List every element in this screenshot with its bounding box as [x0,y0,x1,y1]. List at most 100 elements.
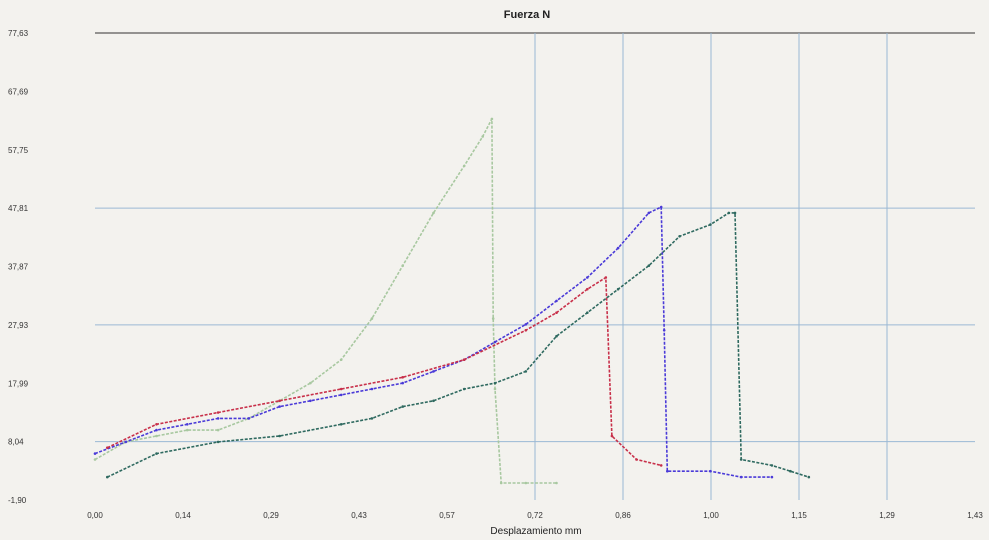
data-point [93,458,97,461]
data-point [432,370,435,373]
data-point [339,423,343,426]
data-point [309,381,312,385]
y-tick-label: 67,69 [8,87,29,96]
series-line-1 [94,118,557,484]
data-point [770,464,774,467]
data-point [524,370,528,373]
data-point [370,387,374,391]
y-tick-label: 17,99 [8,379,29,388]
data-point [186,428,189,432]
data-point [401,381,405,385]
y-tick-label: 37,87 [8,263,29,272]
data-point [186,423,189,426]
data-point [493,381,497,385]
data-point [339,387,343,391]
data-point [727,211,731,215]
data-point [462,358,466,362]
data-point [616,246,620,250]
data-point [789,469,792,473]
x-tick-label: 1,15 [791,511,807,520]
data-point [106,446,109,450]
x-tick-label: 0,43 [351,511,367,520]
x-tick-label: 0,14 [175,511,191,520]
data-point [739,458,743,461]
data-point [555,481,558,485]
data-point [216,428,220,432]
data-point [709,223,712,226]
data-point [93,452,97,455]
data-point [709,469,712,473]
data-point [401,376,405,379]
series-layer [93,117,811,485]
data-point [216,417,220,420]
x-tick-label: 0,57 [439,511,455,520]
data-point [586,287,589,291]
x-tick-label: 1,29 [879,511,895,520]
x-tick-label: 1,43 [967,511,983,520]
data-point [216,411,220,414]
x-tick-label: 0,86 [615,511,631,520]
data-point [586,276,589,279]
data-point [499,481,503,485]
data-point [493,387,497,391]
data-point [278,405,281,408]
data-point [659,205,663,209]
data-point [647,211,651,215]
data-point [247,417,251,420]
data-point [278,399,281,403]
data-point [555,334,558,338]
data-point [524,329,528,332]
data-point [555,311,558,315]
x-axis: 0,00 0,14 0,29 0,43 0,57 0,72 0,86 1,00 1,15 1,29… [87,511,983,520]
data-point [659,464,663,467]
data-point [616,287,620,291]
series-line-4 [106,212,810,478]
data-point [216,440,220,444]
data-point [604,276,608,279]
data-point [155,423,158,426]
x-axis-label: Desplazamiento mm [490,526,581,537]
data-point [678,235,681,238]
data-point [462,164,466,168]
data-point [155,452,158,455]
data-point [770,475,774,479]
data-point [106,475,109,479]
x-tick-label: 1,00 [703,511,719,520]
y-tick-label: 8,04 [8,438,24,447]
data-point [401,405,405,408]
y-tick-label: 57,75 [8,146,29,155]
y-tick-label: 27,93 [8,321,29,330]
data-point [739,475,743,479]
data-point [491,317,495,320]
data-point [339,393,343,397]
x-tick-label: 0,72 [527,511,543,520]
y-tick-label: 47,81 [8,204,29,213]
data-point [432,211,435,215]
data-point [481,135,485,138]
data-point [432,399,435,403]
data-point [555,299,558,303]
chart-title: Fuerza N [504,9,551,21]
data-point [610,434,614,438]
data-point [401,264,405,268]
data-point [155,434,158,438]
x-tick-label: 0,29 [263,511,279,520]
data-point [807,475,811,479]
data-point [155,428,158,432]
y-axis: -1,90 8,04 17,99 27,93 37,87 47,81 57,75 67,69 7… [8,29,29,505]
data-point [124,440,128,444]
data-point [635,458,638,461]
data-point [490,117,494,121]
y-tick-label: -1,90 [8,496,27,505]
data-point [662,329,666,332]
data-point [493,340,497,344]
data-point [586,311,589,315]
data-point [524,323,528,326]
y-tick-label: 77,63 [8,29,29,38]
data-point [370,417,374,420]
data-point [278,434,281,438]
data-point [647,264,651,268]
data-point [462,387,466,391]
data-point [666,469,669,473]
